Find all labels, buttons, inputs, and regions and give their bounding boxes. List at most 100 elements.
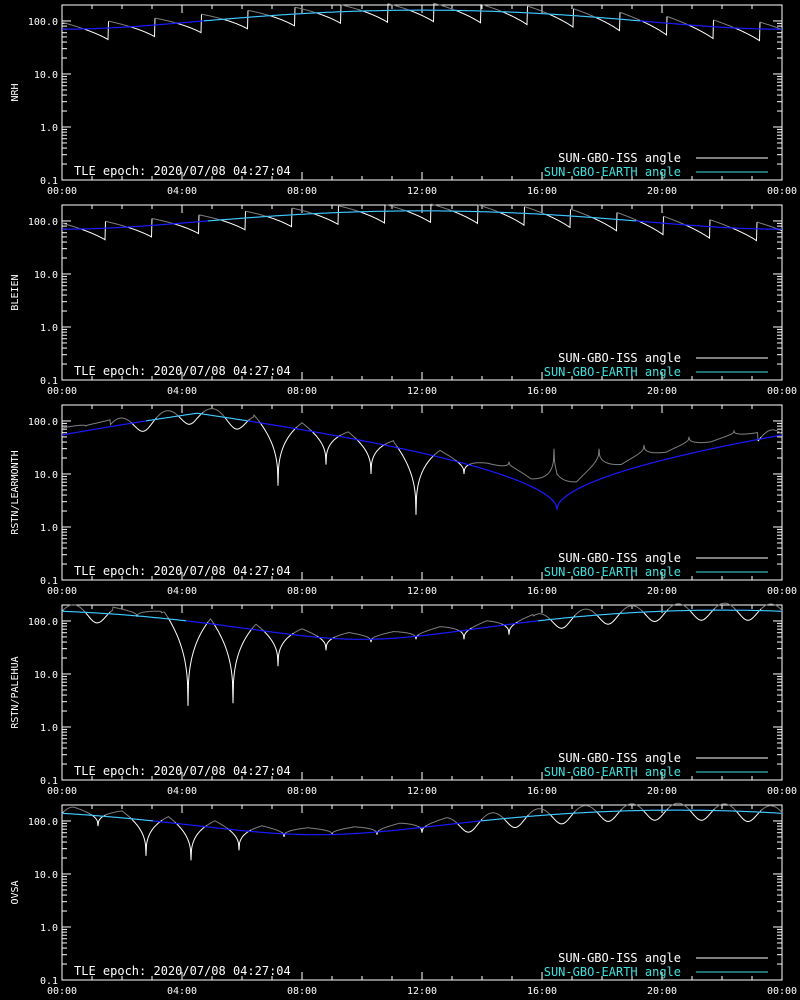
iss-angle-line	[714, 803, 736, 811]
y-tick-label: 100.0	[28, 617, 58, 628]
iss-angle-line	[517, 613, 550, 623]
iss-angle-line	[573, 8, 595, 18]
iss-angle-line	[528, 808, 550, 816]
iss-angle-line	[213, 623, 253, 704]
y-tick-label: 100.0	[28, 817, 58, 828]
iss-angle-line	[105, 810, 131, 818]
iss-angle-line	[663, 215, 685, 226]
iss-angle-line	[594, 12, 621, 32]
earth-angle-line-highlight	[62, 610, 187, 622]
iss-angle-line	[616, 212, 639, 222]
iss-angle-line	[384, 203, 406, 212]
iss-angle-line	[61, 417, 132, 429]
x-tick-label: 08:00	[287, 386, 317, 397]
iss-angle-line	[126, 218, 153, 238]
iss-angle-line	[207, 618, 214, 624]
iss-angle-line	[454, 4, 482, 24]
x-tick-label: 12:00	[407, 986, 437, 997]
iss-angle-line	[355, 437, 386, 475]
iss-angle-line	[733, 22, 761, 42]
iss-angle-line	[619, 11, 642, 22]
iss-angle-line	[498, 206, 525, 226]
legend-earth-label: SUN-GBO-EARTH angle	[544, 765, 681, 779]
iss-angle-line	[338, 205, 360, 213]
iss-angle-line	[471, 620, 503, 629]
iss-angle-line	[84, 611, 111, 624]
iss-angle-line	[640, 16, 668, 36]
iss-angle-line	[226, 827, 252, 851]
iss-angle-line	[332, 826, 376, 834]
iss-angle-line	[340, 431, 356, 439]
earth-angle-line-highlight	[480, 809, 783, 822]
x-tick-label: 12:00	[407, 586, 437, 597]
iss-angle-line	[129, 18, 156, 38]
earth-angle-line-highlight	[203, 9, 641, 22]
tle-epoch-text: TLE epoch: 2020/07/08 04:27:04	[74, 164, 291, 178]
panel-4: 100.010.01.00.100:00 04:00 08:00 12:00 16:00…	[10, 802, 797, 997]
iss-angle-line	[684, 219, 711, 240]
iss-angle-line	[756, 221, 778, 230]
x-tick-label: 00:00	[767, 386, 797, 397]
x-tick-label: 16:00	[527, 986, 557, 997]
iss-angle-line	[223, 416, 250, 430]
iss-angle-line	[247, 9, 270, 16]
y-tick-label: 0.1	[40, 776, 58, 787]
iss-angle-line	[735, 608, 762, 621]
x-tick-label: 20:00	[647, 186, 677, 197]
iss-angle-line	[198, 214, 220, 221]
y-axis-label: RSTN/PALEHUA	[10, 656, 21, 728]
iss-angle-line	[177, 412, 204, 425]
iss-angle-line	[245, 210, 267, 217]
earth-angle-line	[62, 609, 783, 640]
x-tick-label: 00:00	[767, 186, 797, 197]
x-tick-label: 04:00	[167, 186, 197, 197]
y-tick-label: 0.1	[40, 176, 58, 187]
y-tick-label: 1.0	[40, 123, 58, 134]
y-axis-label: NRH	[10, 83, 21, 101]
iss-angle-line	[666, 15, 688, 26]
iss-angle-line	[637, 216, 664, 236]
iss-angle-line	[709, 219, 732, 229]
iss-angle-line	[642, 808, 669, 821]
iss-angle-line	[175, 14, 202, 34]
iss-angle-line	[174, 821, 207, 861]
iss-angle-line	[265, 208, 293, 228]
iss-angle-line	[154, 17, 177, 24]
iss-angle-line	[372, 631, 415, 639]
iss-angle-line	[293, 628, 318, 637]
iss-angle-line	[262, 629, 294, 667]
iss-angle-line	[206, 820, 228, 829]
iss-angle-line	[108, 20, 130, 27]
legend-earth-label: SUN-GBO-EARTH angle	[544, 965, 681, 979]
x-tick-label: 16:00	[527, 586, 557, 597]
iss-angle-line	[549, 811, 576, 825]
y-tick-label: 1.0	[40, 723, 58, 734]
iss-angle-line	[161, 816, 176, 823]
legend-iss-label: SUN-GBO-ISS angle	[558, 151, 681, 165]
iss-angle-line	[549, 615, 576, 629]
y-tick-label: 10.0	[34, 670, 58, 681]
iss-angle-line	[477, 204, 499, 213]
x-tick-label: 12:00	[407, 186, 437, 197]
iss-angle-line	[688, 808, 715, 821]
iss-angle-line	[285, 827, 333, 835]
iss-angle-line	[250, 825, 283, 834]
iss-angle-line	[296, 422, 312, 431]
iss-angle-line	[358, 204, 386, 224]
iss-angle-line	[527, 5, 549, 15]
iss-angle-line	[714, 602, 736, 610]
legend-earth-label: SUN-GBO-EARTH angle	[544, 565, 681, 579]
y-tick-label: 0.1	[40, 376, 58, 387]
y-tick-label: 0.1	[40, 576, 58, 587]
iss-angle-line	[294, 6, 316, 14]
x-tick-label: 00:00	[767, 586, 797, 597]
iss-angle-line	[172, 214, 200, 235]
x-tick-label: 08:00	[287, 786, 317, 797]
iss-angle-line	[222, 10, 249, 30]
iss-angle-line	[426, 817, 457, 827]
iss-angle-line	[713, 19, 735, 29]
iss-angle-line	[268, 7, 296, 27]
legend-iss-label: SUN-GBO-ISS angle	[558, 751, 681, 765]
legend-earth-label: SUN-GBO-EARTH angle	[544, 365, 681, 379]
iss-angle-line	[501, 6, 528, 26]
